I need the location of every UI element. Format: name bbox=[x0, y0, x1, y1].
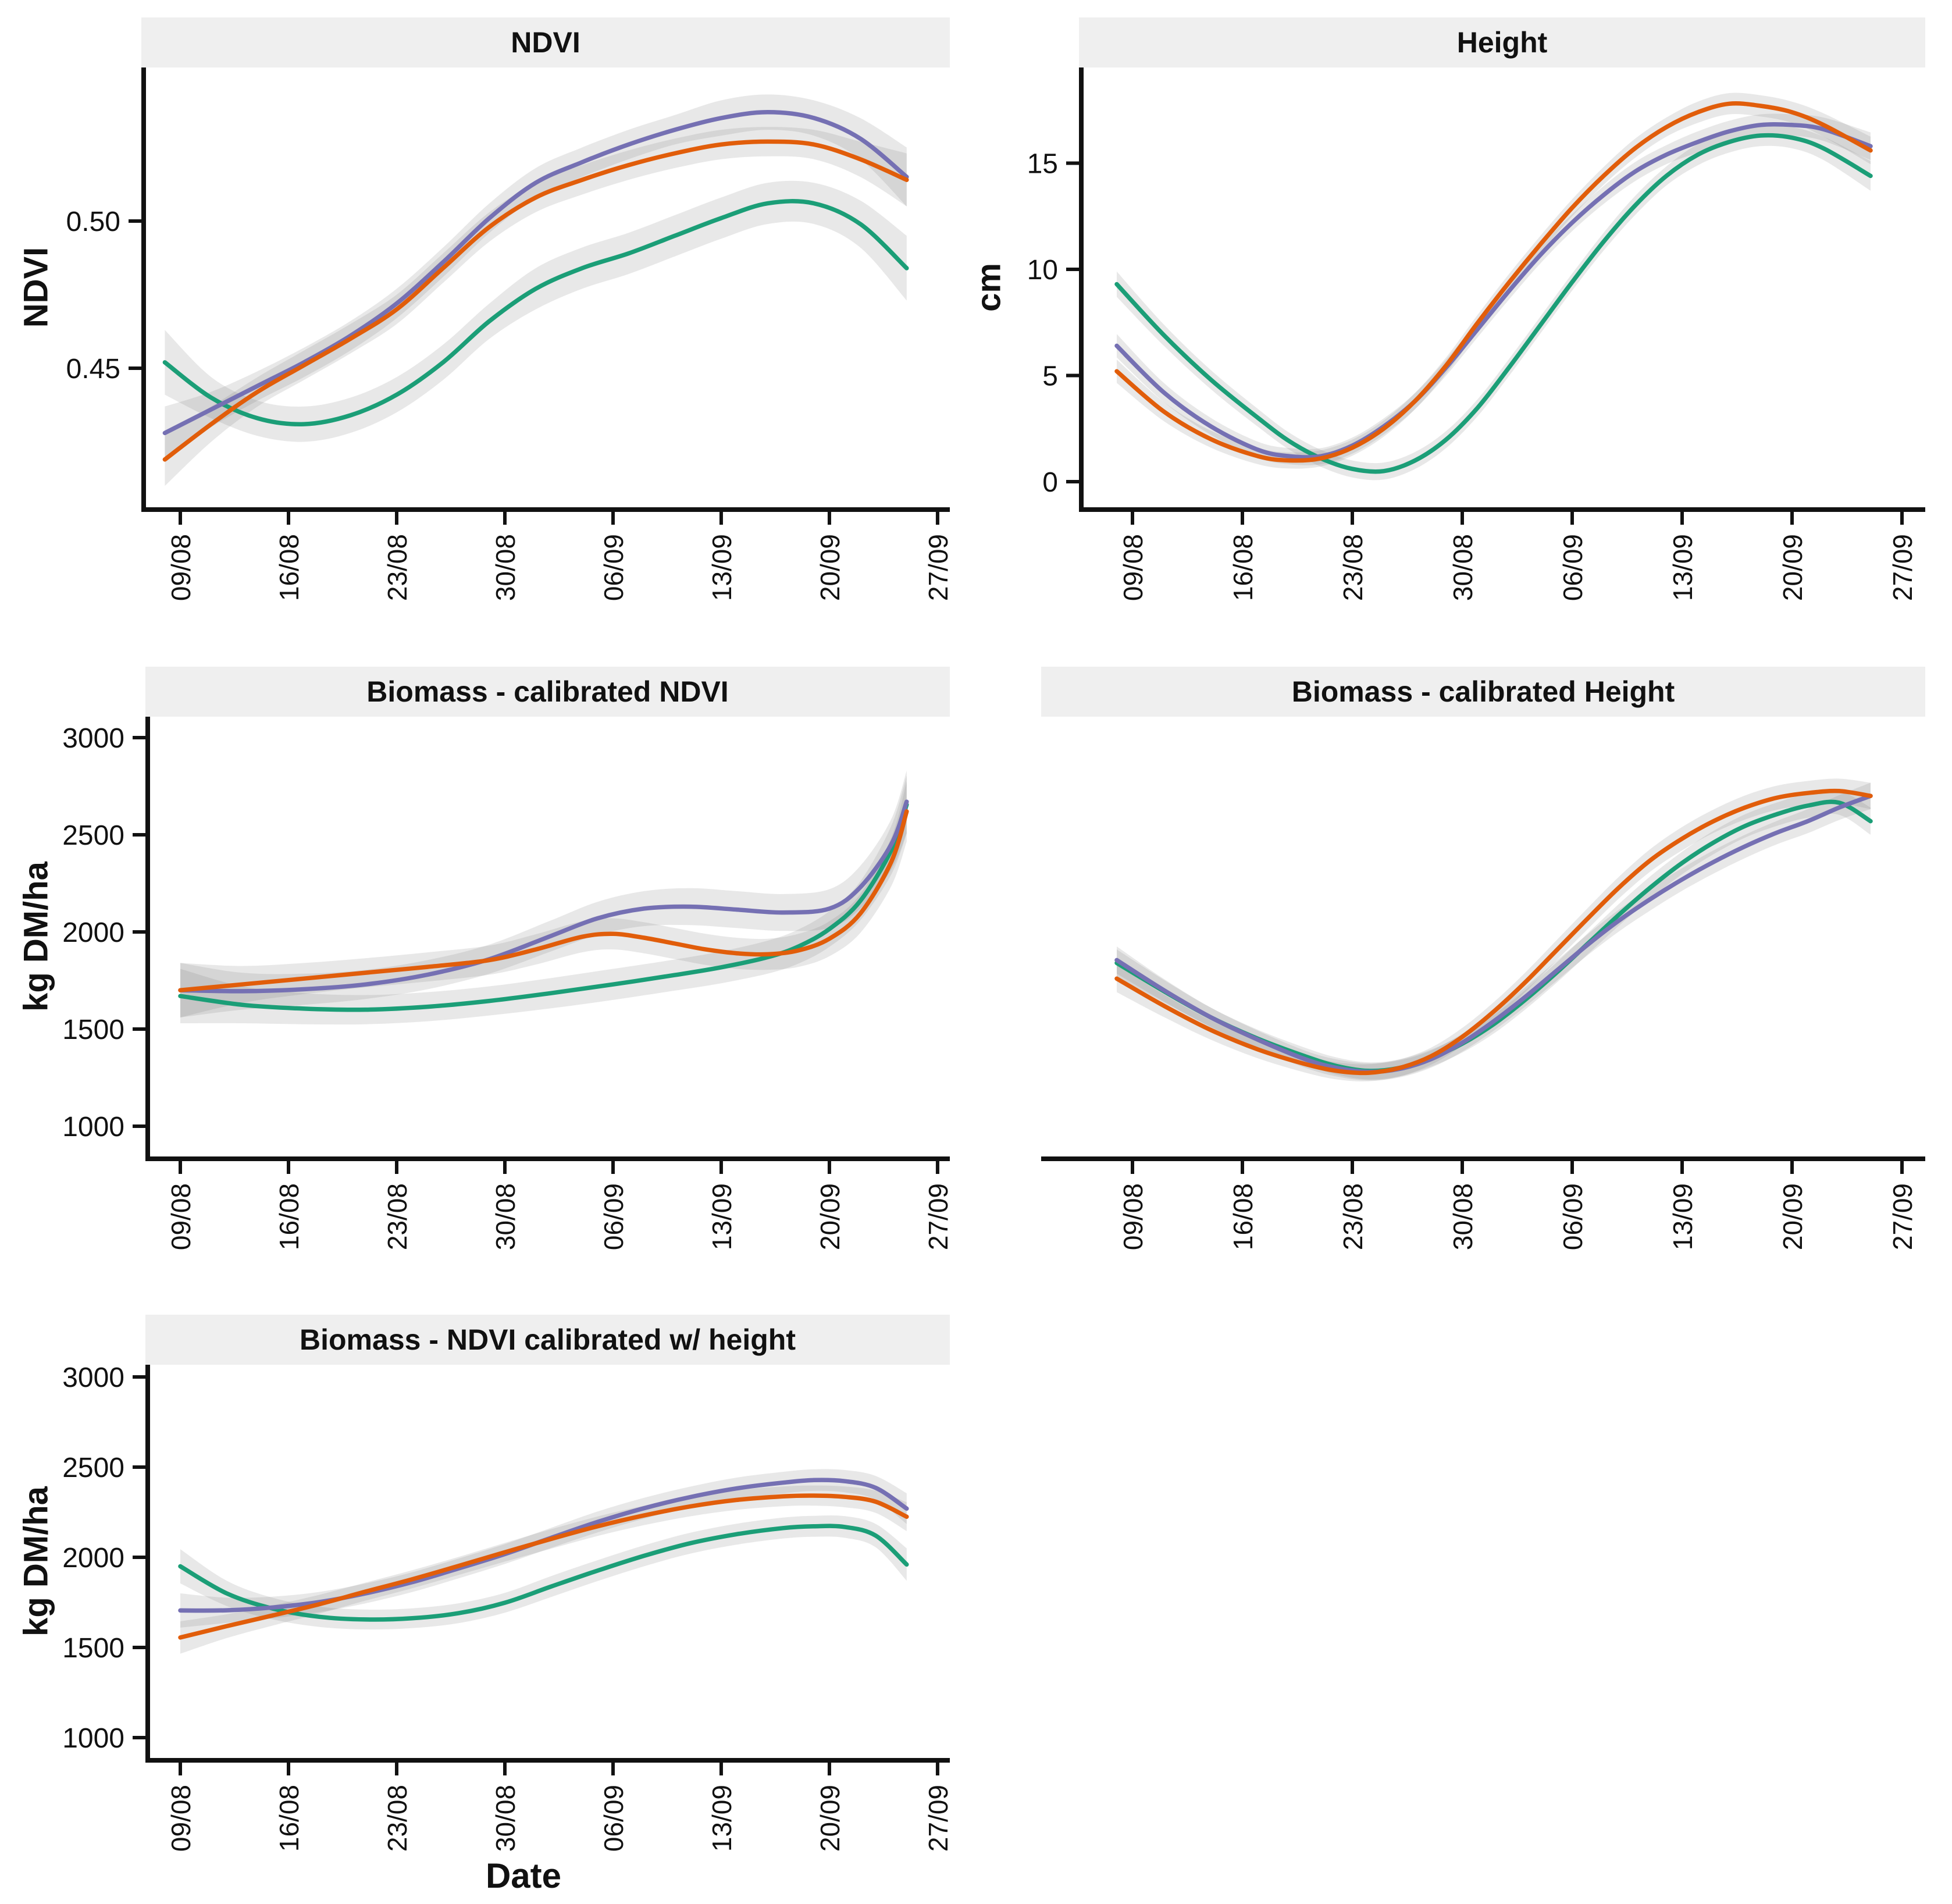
series-line-green-bio_ndvi_height bbox=[178, 1524, 909, 1622]
series-line-purple-bio_height bbox=[1114, 793, 1873, 1074]
series-line-green-ndvi bbox=[162, 199, 909, 426]
x-tick-label-bio_ndvi_height: 13/09 bbox=[707, 1785, 737, 1852]
x-tick-label-bio_ndvi: 09/08 bbox=[166, 1183, 196, 1250]
x-tick-label-bio_ndvi_height: 20/09 bbox=[815, 1785, 845, 1852]
panel-title-biomass-ndvi-height: Biomass - NDVI calibrated w/ height bbox=[300, 1323, 796, 1356]
y-tick-label-height: 10 bbox=[1027, 255, 1058, 286]
y-tick-label-bio_ndvi: 3000 bbox=[62, 723, 124, 754]
y-axis-title-kgdmha-2: kg DM/ha bbox=[17, 1486, 55, 1636]
x-tick-label-bio_height: 27/09 bbox=[1887, 1183, 1918, 1250]
y-tick-label-bio_ndvi_height: 2000 bbox=[62, 1543, 124, 1574]
x-tick-label-bio_ndvi_height: 27/09 bbox=[923, 1785, 953, 1852]
series-line-orange-bio_height bbox=[1114, 788, 1873, 1076]
y-tick-label-ndvi: 0.50 bbox=[66, 207, 120, 237]
x-tick-label-bio_ndvi: 13/09 bbox=[707, 1183, 737, 1250]
panel-strip-biomass-ndvi-height: Biomass - NDVI calibrated w/ height bbox=[145, 1315, 950, 1365]
series-line-green-height bbox=[1114, 133, 1873, 474]
confidence-band-orange-bio_ndvi_height bbox=[180, 1485, 907, 1654]
x-tick-label-ndvi: 20/09 bbox=[815, 534, 845, 601]
confidence-band-purple-height bbox=[1117, 113, 1871, 465]
y-tick-label-bio_ndvi_height: 1000 bbox=[62, 1723, 124, 1754]
confidence-band-purple-bio_ndvi_height bbox=[180, 1469, 907, 1628]
y-axis-title-cm: cm bbox=[970, 263, 1008, 312]
x-tick-label-ndvi: 27/09 bbox=[923, 534, 953, 601]
x-tick-label-ndvi: 06/09 bbox=[599, 534, 629, 601]
y-tick-label-bio_ndvi_height: 3000 bbox=[62, 1362, 124, 1393]
y-tick-label-bio_ndvi: 1500 bbox=[62, 1015, 124, 1045]
panel-title-height: Height bbox=[1456, 26, 1548, 59]
x-tick-label-height: 09/08 bbox=[1118, 534, 1148, 601]
panel-title-ndvi: NDVI bbox=[511, 26, 580, 59]
series-line-purple-height bbox=[1114, 122, 1873, 460]
x-tick-label-bio_ndvi_height: 06/09 bbox=[599, 1785, 629, 1852]
x-tick-label-ndvi: 13/09 bbox=[707, 534, 737, 601]
confidence-band-orange-bio_ndvi bbox=[180, 781, 907, 1017]
x-tick-label-bio_ndvi: 30/08 bbox=[490, 1183, 521, 1250]
x-tick-label-bio_ndvi_height: 16/08 bbox=[274, 1785, 304, 1852]
confidence-band-purple-ndvi bbox=[165, 94, 907, 460]
y-tick-label-bio_ndvi: 1000 bbox=[62, 1112, 124, 1143]
x-tick-label-bio_ndvi_height: 09/08 bbox=[166, 1785, 196, 1852]
x-tick-label-ndvi: 16/08 bbox=[274, 534, 304, 601]
x-tick-label-bio_height: 13/09 bbox=[1668, 1183, 1698, 1250]
confidence-band-green-bio_ndvi_height bbox=[180, 1515, 907, 1630]
x-tick-label-bio_height: 06/09 bbox=[1558, 1183, 1588, 1250]
series-line-orange-bio_ndvi_height bbox=[178, 1493, 909, 1640]
x-tick-label-bio_ndvi: 23/08 bbox=[382, 1183, 412, 1250]
y-axis-title-ndvi: NDVI bbox=[17, 247, 55, 328]
x-tick-label-ndvi: 23/08 bbox=[382, 534, 412, 601]
series-line-purple-ndvi bbox=[162, 110, 909, 436]
series-line-green-bio_ndvi bbox=[178, 802, 909, 1012]
x-tick-label-ndvi: 09/08 bbox=[166, 534, 196, 601]
y-tick-label-height: 0 bbox=[1042, 467, 1058, 498]
panel-strip-height: Height bbox=[1079, 17, 1925, 67]
x-tick-label-height: 20/09 bbox=[1778, 534, 1808, 601]
panel-strip-biomass-ndvi: Biomass - calibrated NDVI bbox=[145, 667, 950, 717]
x-tick-label-bio_ndvi_height: 30/08 bbox=[490, 1785, 521, 1852]
x-tick-label-bio_ndvi: 20/09 bbox=[815, 1183, 845, 1250]
y-axis-title-kgdmha-1: kg DM/ha bbox=[17, 862, 55, 1012]
confidence-band-green-bio_ndvi bbox=[180, 775, 907, 1025]
x-tick-label-bio_ndvi: 27/09 bbox=[923, 1183, 953, 1250]
x-tick-label-bio_ndvi: 06/09 bbox=[599, 1183, 629, 1250]
x-tick-label-height: 23/08 bbox=[1338, 534, 1368, 601]
series-line-orange-bio_ndvi bbox=[178, 809, 909, 992]
confidence-band-green-ndvi bbox=[165, 180, 907, 442]
y-tick-label-ndvi: 0.45 bbox=[66, 354, 120, 385]
series-line-purple-bio_ndvi bbox=[178, 799, 909, 994]
x-tick-label-bio_height: 09/08 bbox=[1118, 1183, 1148, 1250]
x-axis-title-date: Date bbox=[485, 1856, 562, 1895]
panel-title-biomass-ndvi: Biomass - calibrated NDVI bbox=[366, 675, 729, 708]
x-tick-label-ndvi: 30/08 bbox=[490, 534, 521, 601]
y-tick-label-height: 5 bbox=[1042, 361, 1058, 392]
x-tick-label-height: 13/09 bbox=[1668, 534, 1698, 601]
x-tick-label-bio_height: 20/09 bbox=[1778, 1183, 1808, 1250]
y-tick-label-bio_ndvi: 2500 bbox=[62, 820, 124, 851]
panel-strip-biomass-height: Biomass - calibrated Height bbox=[1041, 667, 1925, 717]
y-tick-label-bio_ndvi_height: 2500 bbox=[62, 1453, 124, 1483]
series-line-orange-ndvi bbox=[162, 139, 909, 462]
y-tick-label-height: 15 bbox=[1027, 149, 1058, 180]
x-tick-label-height: 16/08 bbox=[1228, 534, 1258, 601]
x-tick-label-height: 06/09 bbox=[1558, 534, 1588, 601]
x-tick-label-bio_height: 30/08 bbox=[1448, 1183, 1478, 1250]
y-tick-label-bio_ndvi: 2000 bbox=[62, 917, 124, 948]
panel-strip-ndvi: NDVI bbox=[141, 17, 950, 67]
x-tick-label-bio_height: 16/08 bbox=[1228, 1183, 1258, 1250]
x-tick-label-bio_ndvi_height: 23/08 bbox=[382, 1785, 412, 1852]
x-tick-label-height: 27/09 bbox=[1887, 534, 1918, 601]
x-tick-label-bio_ndvi: 16/08 bbox=[274, 1183, 304, 1250]
panel-title-biomass-height: Biomass - calibrated Height bbox=[1291, 675, 1675, 708]
series-line-orange-height bbox=[1114, 101, 1873, 463]
x-tick-label-height: 30/08 bbox=[1448, 534, 1478, 601]
x-tick-label-bio_height: 23/08 bbox=[1338, 1183, 1368, 1250]
y-tick-label-bio_ndvi_height: 1500 bbox=[62, 1633, 124, 1664]
confidence-band-orange-height bbox=[1117, 92, 1871, 469]
